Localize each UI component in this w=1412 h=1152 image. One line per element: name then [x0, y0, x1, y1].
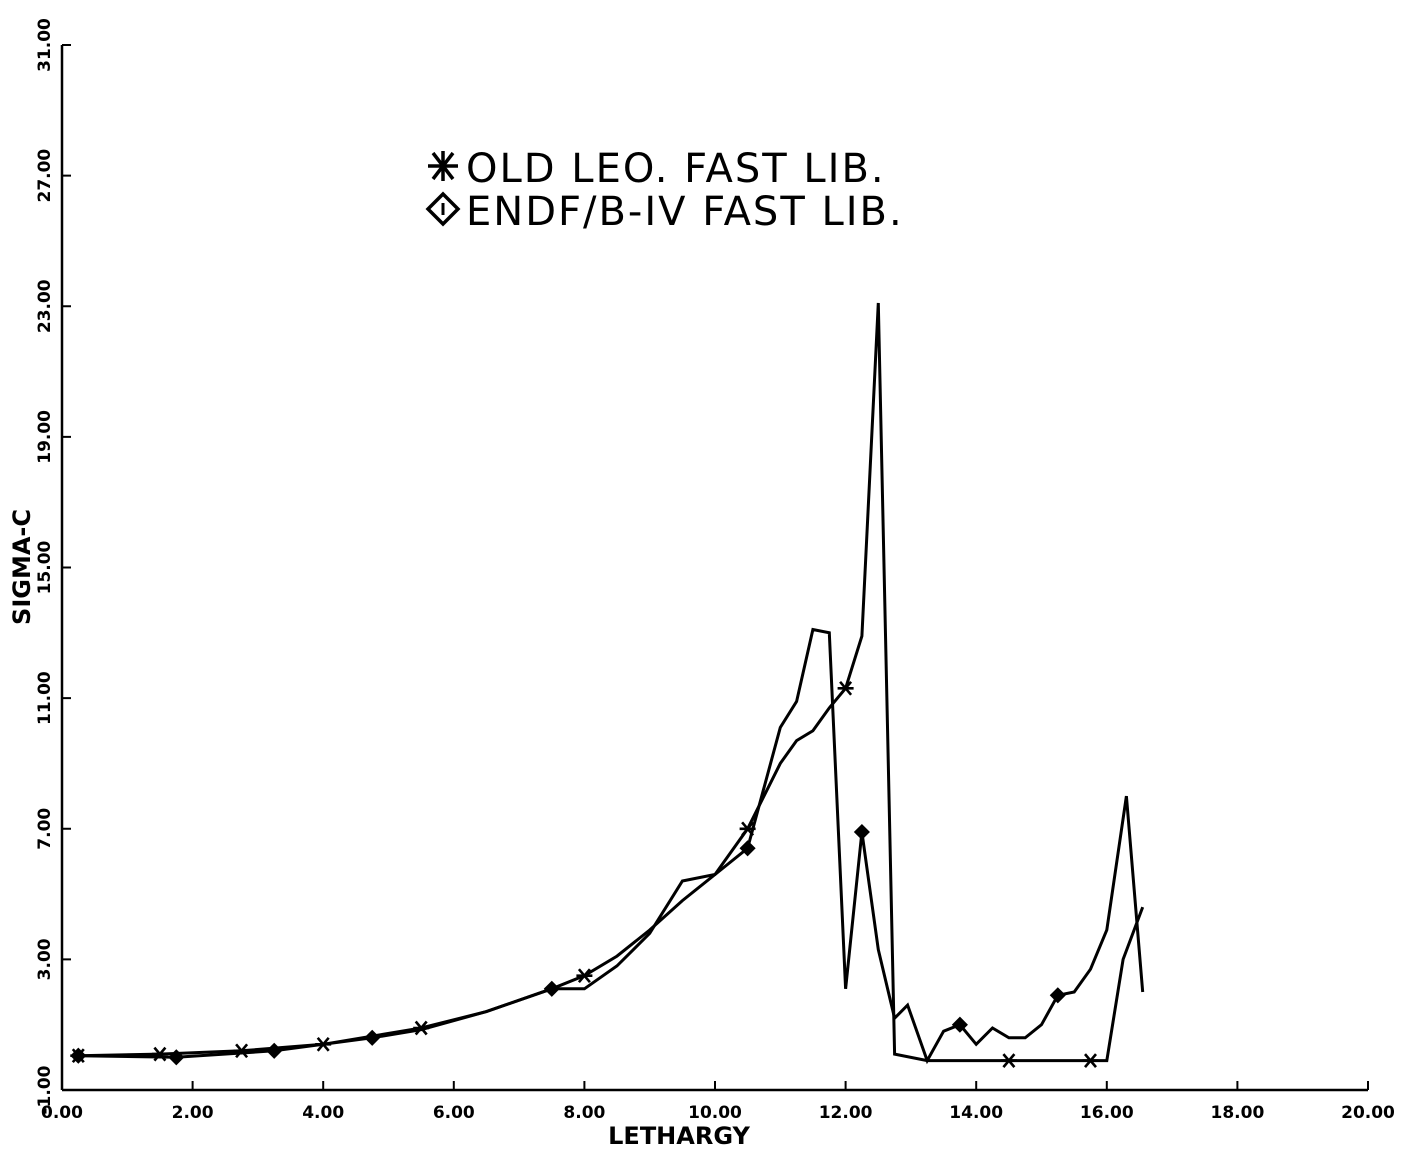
x-tick-label: 0.00: [41, 1103, 83, 1123]
x-tick-label: 20.00: [1341, 1103, 1395, 1123]
series-2: [70, 627, 1145, 1066]
axes: 0.00 2.00 4.00 6.00 8.00 10.00 12.00 14.00 16.00…: [8, 18, 1395, 1150]
x-tick-label: 10.00: [688, 1103, 742, 1123]
y-tick-label: 7.00: [35, 808, 55, 850]
series-line: [78, 302, 1145, 1063]
y-tick-label: 15.00: [35, 540, 55, 594]
legend-entry-old-leo: OLD LEO. FAST LIB.: [428, 146, 886, 192]
data-point-asterisk: [1081, 1052, 1100, 1069]
plot-area: [69, 302, 1145, 1069]
legend-marker-asterisk: [428, 151, 458, 181]
legend-marker-diamond: [425, 191, 461, 227]
data-point-diamond: [364, 1030, 380, 1046]
legend-entry-endf: ENDF/B-IV FAST LIB.: [425, 189, 904, 235]
data-point-asterisk: [999, 1052, 1019, 1069]
x-tick-label: 2.00: [172, 1103, 214, 1123]
x-tick-label: 4.00: [302, 1103, 344, 1123]
legend: OLD LEO. FAST LIB. ENDF/B-IV FAST LIB.: [425, 146, 904, 235]
y-axis-label: SIGMA-C: [8, 509, 36, 625]
y-tick-label: 31.00: [35, 18, 55, 72]
data-point-asterisk: [150, 1046, 170, 1062]
series-1: [69, 302, 1145, 1069]
series-line: [78, 627, 1145, 1065]
x-tick-label: 6.00: [433, 1103, 475, 1123]
data-point-diamond: [854, 824, 870, 840]
x-tick-label: 18.00: [1211, 1103, 1265, 1123]
y-tick-label: 11.00: [35, 671, 55, 725]
x-tick-label: 14.00: [949, 1103, 1003, 1123]
x-tick-label: 12.00: [819, 1103, 873, 1123]
data-point-diamond: [544, 981, 560, 997]
y-tick-label: 23.00: [35, 279, 55, 333]
data-point-diamond: [266, 1043, 282, 1059]
y-tick-label: 19.00: [35, 410, 55, 464]
legend-label-endf: ENDF/B-IV FAST LIB.: [466, 189, 904, 235]
data-point-diamond: [1050, 987, 1066, 1004]
x-tick-label: 8.00: [563, 1103, 605, 1123]
y-tick-label: 27.00: [35, 149, 55, 203]
x-axis-label: LETHARGY: [608, 1122, 750, 1150]
y-tick-label: -1.00: [35, 1065, 55, 1114]
y-tick-label: 3.00: [35, 938, 55, 980]
legend-label-old-leo: OLD LEO. FAST LIB.: [466, 146, 886, 192]
data-point-asterisk: [232, 1043, 251, 1059]
x-tick-label: 16.00: [1080, 1103, 1134, 1123]
